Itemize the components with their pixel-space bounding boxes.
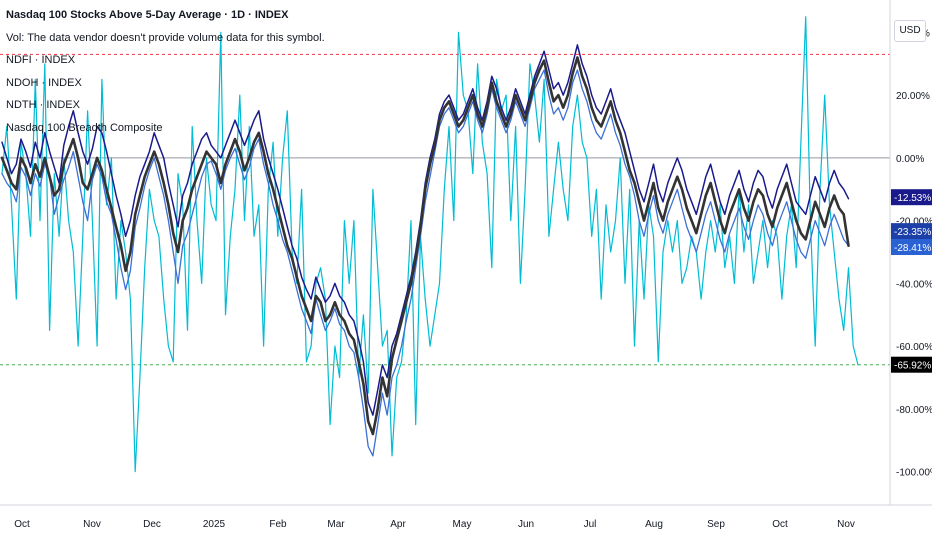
x-tick-label: Oct (772, 519, 788, 530)
last-value-badge (891, 239, 932, 256)
x-tick-label: Feb (269, 519, 287, 530)
last-value-badge (891, 189, 932, 206)
last-value-label: -23.35% (894, 227, 931, 238)
x-tick-label: May (453, 519, 472, 530)
x-tick-label: Sep (707, 519, 725, 530)
x-tick-label: Dec (143, 519, 161, 530)
last-value-label: -28.41% (894, 243, 931, 254)
series-line[interactable] (1, 69, 850, 457)
legend-ndfi[interactable]: NDFI · INDEX (6, 54, 76, 66)
y-tick-label: 0.00% (896, 154, 924, 165)
y-tick-label: -100.00% (896, 468, 932, 479)
x-tick-label: Nov (83, 519, 101, 530)
currency-button[interactable]: USD (894, 20, 926, 42)
last-value-label: -12.53% (894, 193, 931, 204)
series-line[interactable] (0, 56, 850, 436)
last-value-badge (891, 223, 932, 240)
x-tick-label: Oct (14, 519, 30, 530)
x-tick-label: Jul (584, 519, 597, 530)
y-tick-label: -80.00% (896, 405, 932, 416)
last-value-badge (891, 356, 932, 373)
volume-note: Vol: The data vendor doesn't provide vol… (6, 31, 325, 44)
x-tick-label: Mar (327, 519, 345, 530)
x-tick-label: Apr (390, 519, 406, 530)
y-tick-label: -20.00% (896, 217, 932, 228)
last-value-label: -65.92% (894, 361, 931, 372)
chart-legend: Nasdaq 100 Stocks Above 5-Day Average · … (6, 4, 325, 139)
y-tick-label: -40.00% (896, 279, 932, 290)
legend-ndoh[interactable]: NDOH · INDEX (6, 76, 82, 89)
x-tick-label: Aug (645, 519, 663, 530)
series-line[interactable] (1, 16, 859, 473)
y-tick-label: 20.00% (896, 91, 930, 102)
x-tick-label: Nov (837, 519, 855, 530)
legend-ndth[interactable]: NDTH · INDEX (6, 99, 80, 111)
x-tick-label: Jun (518, 519, 534, 530)
legend-composite[interactable]: Nasdaq 100 Breadth Composite (6, 121, 163, 134)
chart-title: Nasdaq 100 Stocks Above 5-Day Average · … (6, 9, 289, 21)
y-tick-label: -60.00% (896, 342, 932, 353)
x-tick-label: 2025 (203, 519, 226, 530)
